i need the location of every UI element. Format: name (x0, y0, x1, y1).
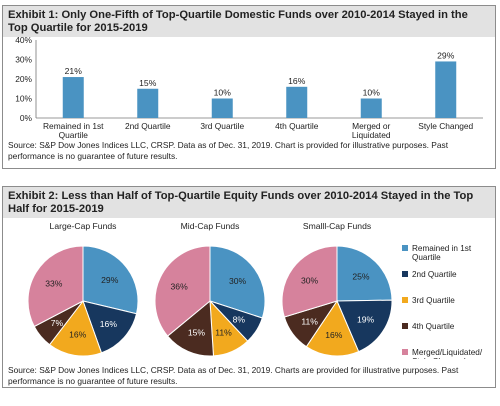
bar-chart: 0% 10% 20% 30% 40% 21% Remained in 1stQuartile… (15, 36, 483, 140)
legend-swatch (402, 323, 408, 329)
y-tick-label: 40% (15, 36, 32, 45)
exhibit-1-title: Exhibit 1: Only One-Fifth of Top-Quartil… (3, 6, 495, 37)
x-tick-label: Merged or (352, 121, 390, 131)
bar (435, 61, 457, 118)
legend-label: 3rd Quartile (412, 296, 455, 305)
bar-data-label: 10% (214, 88, 232, 98)
pie-slice (305, 299, 360, 357)
legend-swatch (402, 271, 408, 277)
bar (62, 77, 84, 118)
legend-swatch (402, 349, 408, 355)
pie-data-label: 11% (301, 316, 318, 326)
exhibit-2-title: Exhibit 2: Less than Half of Top-Quartil… (3, 187, 495, 218)
y-tick-label: 20% (15, 74, 32, 84)
pie-data-label: 15% (188, 327, 206, 337)
y-tick-label: 10% (15, 94, 32, 104)
pie-slice (82, 300, 138, 354)
x-tick-label: Quartile (59, 130, 89, 140)
y-tick-label: 0% (20, 113, 33, 123)
pie-data-label: 19% (357, 315, 375, 325)
x-tick-label: 2nd Quartile (125, 121, 171, 131)
pie-data-label: 36% (171, 281, 189, 291)
legend-label: 4th Quartile (412, 322, 455, 331)
pie-data-label: 16% (69, 330, 87, 340)
pie-title: Large-Cap Funds (50, 221, 117, 231)
legend-label: Quartile (412, 253, 441, 262)
bar-data-label: 10% (363, 88, 381, 98)
exhibit-2-source: Source: S&P Dow Jones Indices LLC, CRSP.… (8, 365, 459, 386)
exhibit-1-panel: Exhibit 1: Only One-Fifth of Top-Quartil… (2, 5, 496, 169)
pie-slice (336, 299, 393, 353)
pie-data-label: 8% (233, 314, 246, 324)
pie-slice (154, 245, 211, 337)
pie-slice (166, 299, 214, 357)
legend-label: Merged/Liquidated/ (412, 348, 483, 357)
pie-data-label: 11% (215, 327, 232, 337)
legend-label: Style Changed (412, 357, 466, 359)
pie-data-label: 16% (325, 330, 343, 340)
x-tick-label: 4th Quartile (275, 121, 319, 131)
y-tick-label: 30% (15, 55, 32, 65)
bar (211, 98, 233, 118)
pie-slice (48, 299, 103, 357)
x-tick-label: Style Changed (418, 121, 473, 131)
pie-data-label: 25% (352, 272, 370, 282)
bar (137, 88, 159, 118)
bar-data-label: 16% (288, 76, 306, 86)
legend-label: Remained in 1st (412, 244, 472, 253)
pie-data-label: 33% (45, 278, 63, 288)
x-tick-label: Remained in 1st (43, 121, 104, 131)
legend-swatch (402, 297, 408, 303)
pie-slice (336, 245, 393, 302)
pie-slice (82, 245, 139, 315)
pie-data-label: 16% (100, 319, 118, 329)
bar-data-label: 21% (65, 66, 83, 76)
legend-swatch (402, 245, 408, 251)
pie-slice (209, 245, 266, 319)
pie-data-label: 30% (229, 276, 247, 286)
pie-title: Smalll-Cap Funds (303, 221, 371, 231)
x-tick-label: Liquidated (352, 130, 391, 140)
pie-slice (281, 245, 338, 318)
bar (360, 98, 382, 118)
exhibit-2-panel: Exhibit 2: Less than Half of Top-Quartil… (2, 186, 496, 388)
pie-data-label: 29% (101, 275, 119, 285)
legend-label: 2nd Quartile (412, 270, 457, 279)
bar (286, 86, 308, 118)
pie-data-label: 30% (301, 276, 319, 286)
x-tick-label: 3rd Quartile (200, 121, 244, 131)
bar-data-label: 15% (139, 78, 157, 88)
pie-data-label: 7% (51, 318, 64, 328)
pie-title: Mid-Cap Funds (181, 221, 240, 231)
bar-data-label: 29% (437, 50, 455, 60)
exhibit-1-source: Source: S&P Dow Jones Indices LLC, CRSP.… (8, 140, 449, 161)
pie-slice (27, 245, 84, 328)
pie-charts: Large-Cap Funds 29% 16% 16% 7% 33% Mid-Cap Fun… (27, 221, 483, 359)
